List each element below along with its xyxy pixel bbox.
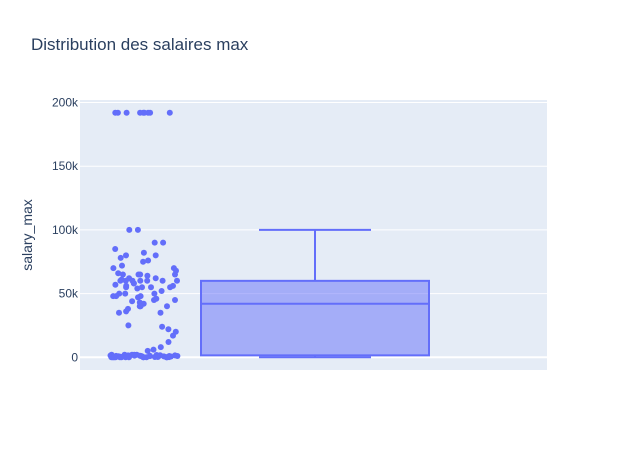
data-point bbox=[110, 293, 117, 300]
data-point bbox=[152, 252, 159, 259]
data-point bbox=[135, 294, 141, 301]
data-point bbox=[174, 277, 180, 284]
data-point bbox=[112, 109, 119, 116]
data-point bbox=[152, 275, 159, 282]
data-point bbox=[126, 354, 132, 361]
data-point bbox=[112, 281, 119, 288]
data-point bbox=[123, 308, 130, 315]
y-tick-label: 100k bbox=[52, 223, 79, 237]
data-point bbox=[129, 298, 136, 305]
data-point bbox=[119, 271, 126, 278]
data-point bbox=[119, 262, 125, 269]
data-point bbox=[117, 277, 124, 284]
data-point bbox=[144, 277, 151, 284]
data-point bbox=[139, 284, 145, 291]
y-tick-label: 200k bbox=[52, 96, 79, 110]
data-point bbox=[126, 226, 133, 233]
data-point bbox=[157, 309, 164, 316]
data-point bbox=[165, 339, 172, 345]
y-tick-label: 50k bbox=[59, 287, 79, 301]
data-point bbox=[135, 271, 142, 278]
data-point bbox=[172, 297, 178, 303]
data-point bbox=[130, 280, 137, 287]
data-point bbox=[157, 344, 164, 351]
data-point bbox=[112, 246, 119, 252]
data-point bbox=[123, 284, 130, 291]
data-point bbox=[140, 354, 147, 361]
data-point bbox=[172, 271, 178, 278]
data-point bbox=[167, 284, 174, 291]
data-point bbox=[131, 352, 138, 359]
data-point bbox=[137, 109, 144, 116]
data-point bbox=[170, 332, 176, 339]
data-point bbox=[151, 290, 158, 297]
data-point bbox=[174, 353, 181, 359]
data-point bbox=[141, 109, 148, 116]
data-point bbox=[150, 346, 157, 353]
data-point bbox=[140, 258, 147, 265]
y-tick-label: 150k bbox=[52, 159, 79, 173]
data-point bbox=[134, 285, 141, 292]
data-point bbox=[123, 109, 130, 116]
data-point bbox=[160, 239, 167, 246]
data-point bbox=[123, 252, 129, 259]
data-point bbox=[134, 226, 141, 233]
chart-title: Distribution des salaires max bbox=[31, 35, 249, 54]
data-point bbox=[110, 265, 117, 272]
data-point bbox=[159, 277, 166, 284]
data-point bbox=[137, 277, 144, 284]
data-point bbox=[145, 257, 152, 264]
data-point bbox=[151, 297, 157, 303]
data-point bbox=[111, 354, 118, 361]
data-point bbox=[136, 303, 143, 310]
data-point bbox=[122, 290, 129, 297]
data-point bbox=[164, 354, 171, 361]
data-point bbox=[116, 354, 123, 361]
data-point bbox=[151, 354, 158, 360]
y-tick-label: 0 bbox=[71, 350, 78, 364]
data-point bbox=[164, 303, 170, 310]
y-axis-label: salary_max bbox=[19, 199, 35, 271]
box-series bbox=[200, 228, 430, 359]
data-point bbox=[158, 288, 165, 294]
data-point bbox=[144, 347, 151, 354]
box-body bbox=[200, 279, 430, 357]
data-point bbox=[159, 323, 166, 330]
data-point bbox=[125, 322, 132, 329]
data-point bbox=[151, 239, 158, 246]
data-point bbox=[144, 272, 151, 279]
data-point bbox=[148, 284, 154, 291]
data-point bbox=[147, 109, 154, 116]
data-point bbox=[117, 254, 124, 261]
data-point bbox=[140, 249, 147, 256]
jitter-points bbox=[107, 109, 181, 361]
data-point bbox=[165, 326, 172, 333]
y-tick-labels: 0 50k 100k 150k 200k bbox=[52, 96, 79, 365]
data-point bbox=[122, 277, 129, 284]
data-point bbox=[116, 309, 122, 316]
data-point bbox=[115, 270, 122, 277]
data-point bbox=[166, 109, 173, 116]
